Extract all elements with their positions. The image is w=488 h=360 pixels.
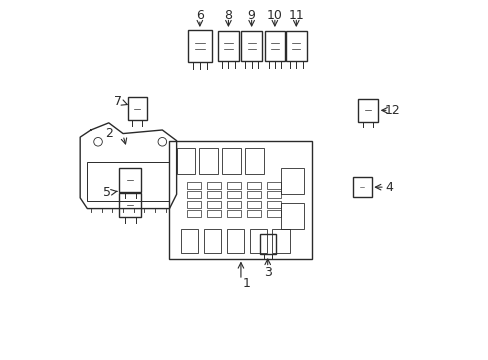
Bar: [246, 182, 261, 189]
Text: 12: 12: [384, 104, 400, 117]
Bar: [127, 97, 147, 120]
Text: 2: 2: [104, 127, 112, 140]
Text: 7: 7: [113, 95, 122, 108]
Bar: [186, 182, 201, 189]
Text: 3: 3: [263, 266, 271, 279]
Bar: [218, 31, 238, 61]
Bar: [266, 201, 281, 208]
Bar: [246, 192, 261, 198]
Bar: [226, 201, 241, 208]
Bar: [266, 182, 281, 189]
Text: 4: 4: [385, 181, 392, 194]
Bar: [266, 210, 281, 217]
Text: 10: 10: [266, 9, 282, 22]
Text: 6: 6: [196, 9, 203, 22]
Bar: [226, 192, 241, 198]
Bar: [119, 193, 141, 217]
Bar: [226, 229, 244, 253]
Text: 5: 5: [103, 186, 111, 199]
Text: 9: 9: [247, 9, 255, 22]
Bar: [206, 182, 221, 189]
Text: 8: 8: [224, 9, 232, 22]
Bar: [352, 177, 371, 197]
Bar: [249, 229, 266, 253]
Bar: [199, 148, 218, 174]
Bar: [226, 210, 241, 217]
Text: 1: 1: [242, 277, 250, 290]
Bar: [187, 30, 212, 62]
Bar: [246, 210, 261, 217]
Bar: [266, 192, 281, 198]
Bar: [169, 141, 312, 258]
Bar: [186, 192, 201, 198]
Bar: [176, 148, 195, 174]
Bar: [357, 99, 377, 122]
Bar: [244, 148, 263, 174]
Bar: [206, 201, 221, 208]
Bar: [241, 31, 262, 61]
Bar: [206, 192, 221, 198]
Bar: [87, 162, 169, 202]
Bar: [272, 229, 289, 253]
Bar: [259, 234, 275, 254]
Bar: [186, 201, 201, 208]
Bar: [186, 210, 201, 217]
Bar: [281, 168, 303, 194]
Bar: [206, 210, 221, 217]
Bar: [203, 229, 221, 253]
Bar: [285, 31, 306, 61]
Bar: [281, 203, 303, 229]
Bar: [222, 148, 241, 174]
Bar: [226, 182, 241, 189]
Text: 11: 11: [288, 9, 304, 22]
Bar: [119, 168, 141, 192]
Bar: [181, 229, 198, 253]
Bar: [246, 201, 261, 208]
Bar: [264, 31, 285, 61]
